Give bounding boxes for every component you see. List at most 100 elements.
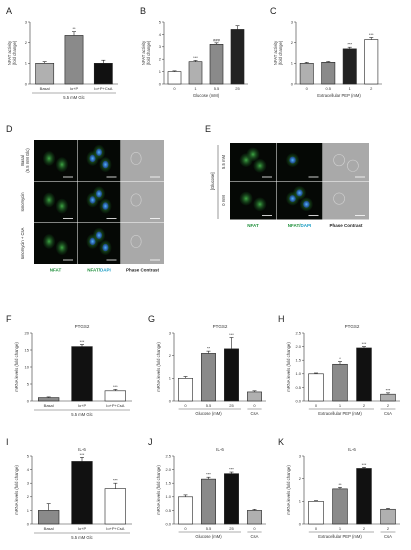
- x-axis-label: Glucose (mM): [195, 411, 222, 416]
- y-tick-label: 4: [27, 467, 30, 472]
- cell-nucleus: [95, 148, 103, 156]
- x-axis-label: Extracellular PEP (mM): [318, 534, 362, 539]
- y-tick-label: 0: [299, 521, 302, 526]
- y-tick-label: 0: [25, 81, 28, 86]
- x-tick-label: 25: [235, 86, 240, 91]
- x-tick-label: 0.5: [325, 86, 331, 91]
- y-axis-label: mRNA levels (fold change): [286, 465, 291, 515]
- bar: [308, 373, 324, 402]
- x-axis-label: Extracellular PEP (mM): [317, 93, 361, 98]
- y-axis-label: NFAT activity: [273, 40, 278, 65]
- image-background: [34, 181, 77, 223]
- chart-C: 0 1 2 3 NFAT activity (fold change) 0 0.5 *** 1 **…: [273, 19, 382, 98]
- x-tick-label: Io+P+CsA: [94, 86, 113, 91]
- cell-outline: [130, 152, 142, 165]
- x-tick-label: 2: [363, 526, 366, 531]
- bar: [247, 391, 262, 402]
- y-tick-label: 3: [299, 453, 302, 458]
- y-tick-label: 0: [27, 398, 30, 403]
- bar: [201, 478, 216, 525]
- chart-title: IL-6: [216, 447, 224, 452]
- cell-nucleus: [89, 154, 96, 163]
- bar: [104, 488, 126, 525]
- panel-label-F: F: [6, 314, 12, 324]
- caption-part: DAPI: [300, 223, 311, 228]
- x-tick-label: 1: [349, 86, 352, 91]
- cell-cytoplasm: [239, 191, 253, 206]
- x-tick-label: Io+P: [70, 86, 79, 91]
- cell-nucleus: [289, 156, 296, 164]
- y-tick-label: 0.5: [165, 508, 171, 513]
- significance-mark: **: [72, 26, 76, 31]
- y-tick-label: 1.5: [295, 358, 301, 363]
- y-tick-label: 0.5: [295, 385, 301, 390]
- cell-cytoplasm: [55, 198, 68, 214]
- bar: [321, 61, 336, 85]
- panel-label-I: I: [6, 437, 9, 447]
- y-tick-label: 2: [27, 494, 30, 499]
- y-tick-label: 4: [159, 32, 162, 37]
- cell-outline: [347, 159, 359, 172]
- significance-mark: ***: [113, 384, 118, 389]
- y-axis-label: mRNA levels (fold change): [14, 342, 19, 392]
- x-tick-label: Basal: [44, 403, 54, 408]
- image-tile: [77, 181, 121, 223]
- x-axis-label: Extracellular PEP (mM): [318, 411, 362, 416]
- bar: [71, 346, 93, 402]
- row-label: (5.5 mM Glc): [25, 148, 30, 173]
- y-tick-label: 5: [159, 19, 162, 24]
- panel-label-J: J: [148, 437, 153, 447]
- image-tile: [121, 140, 164, 181]
- y-axis-label: NFAT activity: [7, 40, 12, 65]
- image-tile: [34, 181, 77, 223]
- y-tick-label: 0: [169, 398, 172, 403]
- y-tick-label: 3: [159, 44, 162, 49]
- x-axis-sublabel: CsA: [384, 411, 392, 416]
- chart-I: IL-6 0 1 2 3 4 5 mRNA levels (fold change) Basal…: [14, 447, 132, 540]
- cell-nucleus: [289, 195, 296, 203]
- bar: [224, 473, 239, 525]
- chart-H: PTGS2 0.0 0.5 1.0 1.5 2.0 2.5 mRNA levels (fold…: [286, 324, 400, 416]
- group-label: [Glucose]: [210, 172, 215, 190]
- cell-cytoplasm: [43, 151, 56, 166]
- x-tick-label: 5.5: [214, 86, 220, 91]
- x-tick-label: 25: [229, 403, 234, 408]
- cell-cytoplasm: [43, 192, 56, 208]
- x-axis-label: 5.5 mM Glc: [71, 412, 92, 417]
- image-tile: [276, 181, 323, 220]
- bar: [93, 63, 113, 85]
- row-label: Basal: [20, 155, 25, 166]
- x-tick-label: 2: [363, 403, 366, 408]
- row-label: Ionomycin: [20, 192, 25, 212]
- x-tick-label: 0: [306, 86, 309, 91]
- cell-cytoplasm: [55, 240, 68, 255]
- column-caption: NFAT: [50, 268, 62, 273]
- bar: [380, 508, 396, 525]
- image-tile: [77, 223, 121, 264]
- bar: [356, 468, 372, 525]
- image-background: [34, 140, 77, 181]
- x-tick-label: 0: [315, 526, 318, 531]
- y-tick-label: 3: [291, 19, 294, 24]
- y-tick-label: 1: [299, 499, 302, 504]
- bar: [332, 363, 348, 402]
- image-background: [323, 181, 369, 220]
- significance-mark: ***: [229, 332, 234, 337]
- x-axis-sublabel: CsA: [251, 411, 259, 416]
- chart-J: IL-6 0.0 0.5 1.0 1.5 2.0 2.5 mRNA levels (fold …: [156, 447, 266, 539]
- column-caption: Phase Contrast: [329, 223, 363, 228]
- significance-mark: ***: [113, 478, 118, 483]
- caption-part: NFAT/: [288, 223, 301, 228]
- image-background: [323, 143, 369, 181]
- y-tick-label: 1.5: [165, 481, 171, 486]
- image-tile: [230, 143, 276, 181]
- x-tick-label: Io+P+CsA: [106, 403, 125, 408]
- x-tick-label: 5.5: [206, 526, 212, 531]
- y-tick-label: 2: [25, 40, 28, 45]
- chart-title: PTGS2: [75, 324, 90, 329]
- y-tick-label: 0.0: [165, 521, 171, 526]
- y-axis-label: (fold change): [146, 40, 151, 65]
- x-tick-label: Io+P+CsA: [106, 526, 125, 531]
- significance-mark: ***: [347, 42, 352, 47]
- x-axis-label: 5.5 mM Glc: [71, 535, 92, 540]
